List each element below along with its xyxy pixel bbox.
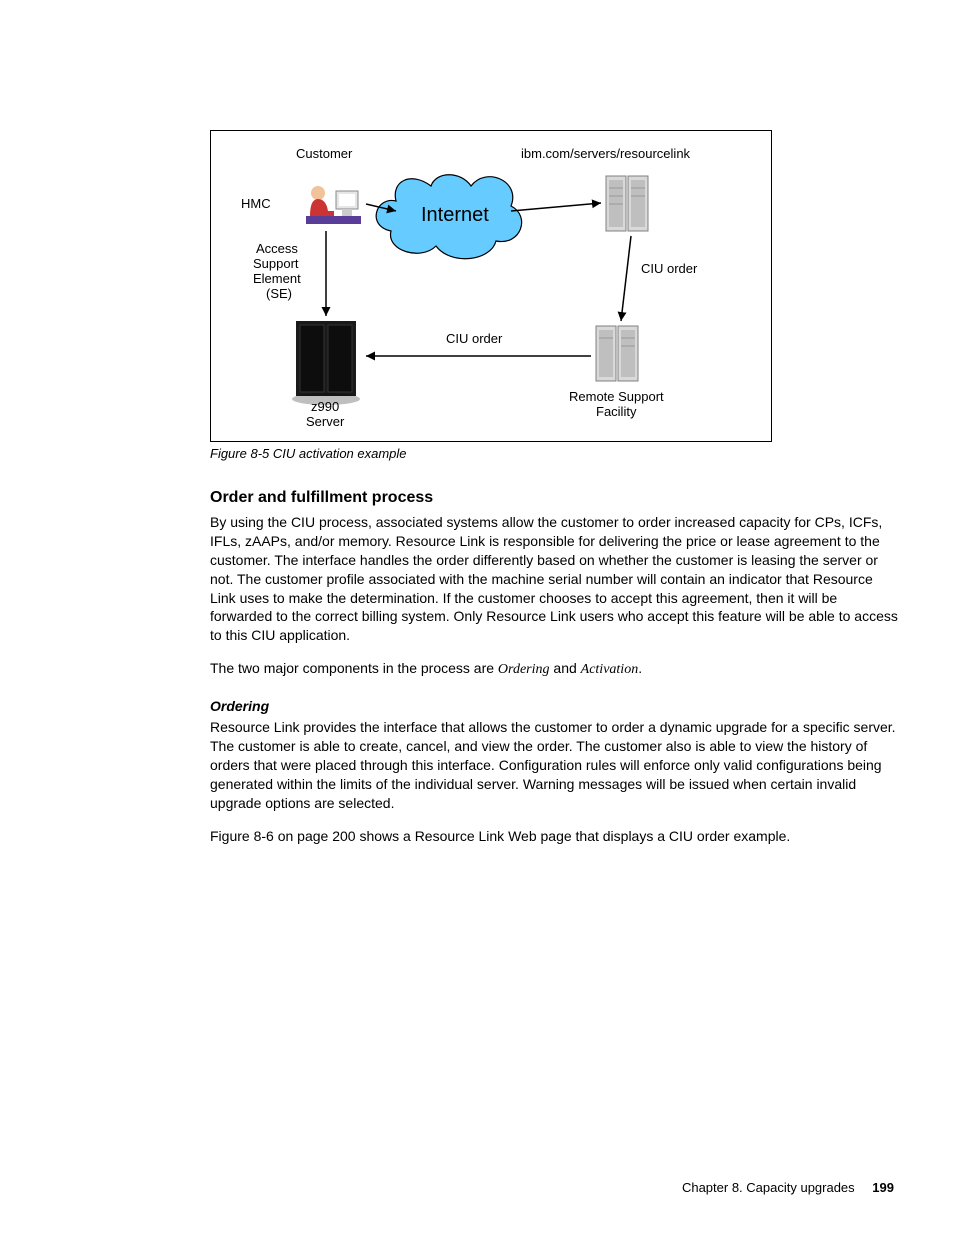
label-element: Element (253, 271, 301, 287)
arrow-internet-server (511, 203, 601, 211)
para2-mid: and (550, 660, 581, 676)
para2-em1: Ordering (498, 662, 550, 677)
page-footer: Chapter 8. Capacity upgrades 199 (682, 1180, 894, 1195)
label-ciu-mid: CIU order (446, 331, 502, 347)
label-rsf-2: Facility (596, 404, 636, 420)
sub-para1: Resource Link provides the interface tha… (210, 718, 900, 812)
footer-page: 199 (872, 1180, 894, 1195)
resourcelink-server-icon (606, 176, 648, 231)
label-rsf-1: Remote Support (569, 389, 664, 405)
rsf-server-icon (596, 326, 638, 381)
para2-pre: The two major components in the process … (210, 660, 498, 676)
section-para1: By using the CIU process, associated sys… (210, 513, 900, 645)
label-hmc: HMC (241, 196, 271, 212)
label-access: Access (256, 241, 298, 257)
arrow-server-rsf (621, 236, 631, 321)
label-se: (SE) (266, 286, 292, 302)
label-z990-1: z990 (311, 399, 339, 415)
subsection-title: Ordering (210, 698, 900, 714)
para2-post: . (638, 660, 642, 676)
sub-para2: Figure 8-6 on page 200 shows a Resource … (210, 827, 900, 846)
customer-icon (306, 186, 361, 224)
section-title: Order and fulfillment process (210, 489, 900, 507)
label-ciu-right: CIU order (641, 261, 697, 277)
label-customer: Customer (296, 146, 352, 162)
footer-chapter: Chapter 8. Capacity upgrades (682, 1180, 855, 1195)
section-para2: The two major components in the process … (210, 659, 900, 680)
figure-caption: Figure 8-5 CIU activation example (210, 446, 900, 461)
label-url: ibm.com/servers/resourcelink (521, 146, 690, 162)
figure-8-5: Customer ibm.com/servers/resourcelink HM… (210, 130, 772, 442)
para2-em2: Activation (581, 662, 639, 677)
label-internet: Internet (421, 203, 489, 227)
label-support: Support (253, 256, 299, 272)
z990-server-icon (292, 321, 360, 405)
label-z990-2: Server (306, 414, 344, 430)
